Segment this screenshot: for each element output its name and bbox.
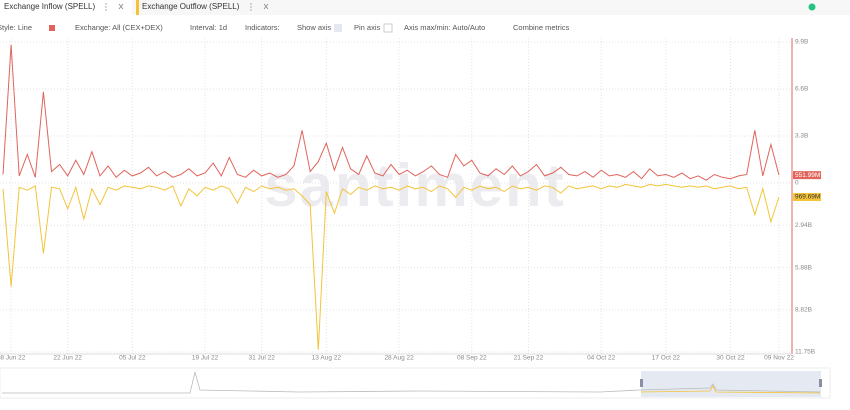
x-tick-label: 21 Sep 22 (514, 355, 544, 362)
checkbox (383, 23, 393, 33)
toolbar-item[interactable]: Combine metrics (513, 23, 570, 32)
series-line (2, 44, 780, 181)
y2-tick-label: 5.88B (795, 264, 812, 271)
y-tick-label: 9.9B (795, 39, 808, 46)
toolbar-item[interactable]: Exchange: All (CEX+DEX) (75, 23, 163, 32)
x-tick-label: 28 Aug 22 (384, 355, 414, 362)
x-tick-label: 19 Jul 22 (192, 355, 219, 362)
x-tick-label: 04 Oct 22 (587, 355, 616, 362)
y2-tick-label: 11.75B (795, 349, 815, 356)
toolbar: Style: Line Exchange: All (CEX+DEX) Interv… (0, 23, 570, 33)
x-tick-label: 31 Jul 22 (248, 355, 275, 362)
x-tick-label: 08 Jun 22 (0, 355, 26, 362)
tab-menu[interactable] (105, 3, 252, 11)
y-tick-label: 0 (795, 180, 799, 187)
x-tick-label: 22 Jun 22 (53, 355, 82, 362)
tab-label[interactable]: Exchange Inflow (SPELL) (4, 2, 95, 11)
navigator-handle[interactable] (819, 379, 822, 387)
tab-label[interactable]: Exchange Outflow (SPELL) (142, 2, 240, 11)
x-tick-label: 08 Sep 22 (457, 355, 487, 362)
value-label: 551.99M (795, 172, 820, 179)
checkbox (334, 24, 342, 32)
navigator-line (2, 371, 821, 394)
watermark: santiment (264, 152, 565, 219)
y2-tick-label: 2.94B (795, 222, 812, 229)
navigator-handle[interactable] (640, 379, 643, 387)
tab-icons (118, 3, 269, 10)
y-tick-label: 6.6B (795, 86, 808, 93)
value-badge (793, 171, 821, 180)
navigator-line (640, 385, 821, 394)
color-swatch (49, 25, 55, 31)
value-label: 969.69M (795, 194, 820, 201)
x-tick-label: 17 Oct 22 (652, 355, 681, 362)
tab-bar (0, 0, 850, 15)
toolbar-item[interactable]: Show axis (297, 23, 331, 32)
toolbar-item[interactable]: Axis max/min: Auto/Auto (404, 23, 485, 32)
toolbar-item[interactable]: Style: Line (0, 23, 32, 32)
y2-tick-label: 8.82B (795, 307, 812, 314)
toolbar-item[interactable]: Indicators: (245, 23, 280, 32)
tab-color (136, 0, 139, 15)
tab[interactable] (0, 0, 132, 15)
x-tick-label: 05 Jul 22 (119, 355, 146, 362)
y-tick-label: 3.3B (795, 133, 808, 140)
x-tick-label: 13 Aug 22 (312, 355, 342, 362)
toolbar-item[interactable]: Interval: 1d (190, 23, 227, 32)
value-badge (793, 193, 821, 201)
status-dot (808, 3, 816, 11)
toolbar-item[interactable]: Pin axis (354, 23, 381, 32)
series-line (2, 183, 780, 350)
x-tick-label: 30 Oct 22 (716, 355, 745, 362)
x-tick-label: 09 Nov 22 (764, 355, 794, 362)
